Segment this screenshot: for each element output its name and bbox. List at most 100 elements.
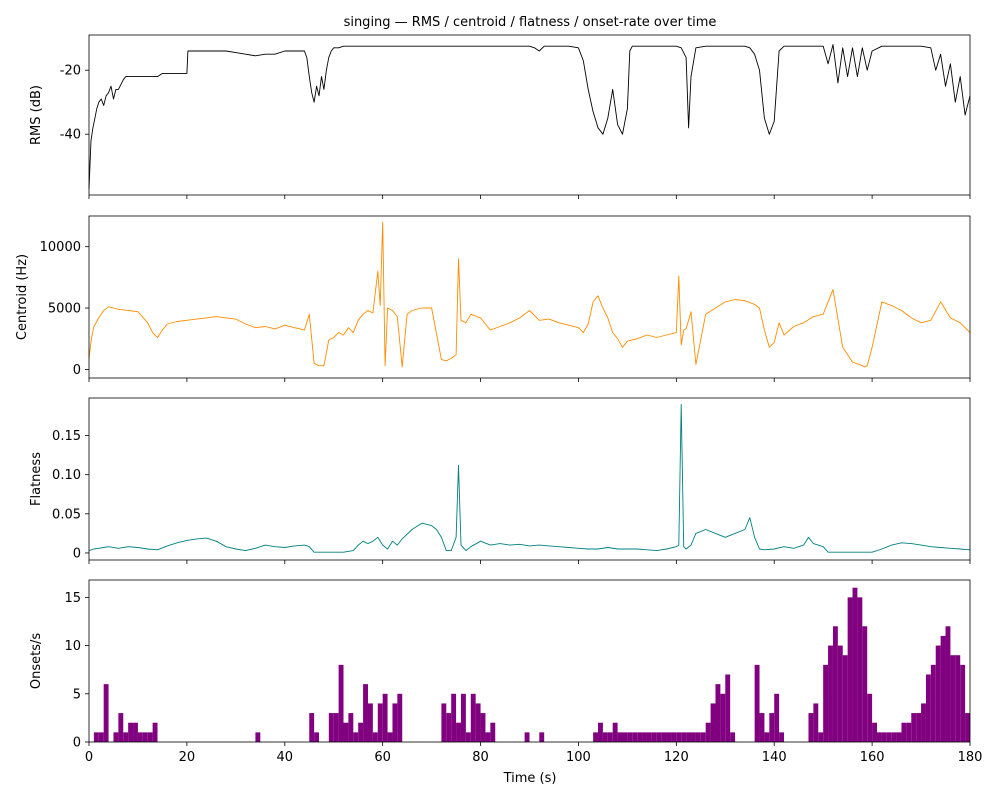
onset-bar xyxy=(857,597,863,742)
onset-bar xyxy=(133,722,138,742)
onset-bar xyxy=(950,655,956,742)
onset-bar xyxy=(333,713,339,742)
plot-frame xyxy=(88,579,971,743)
onset-bar xyxy=(881,732,887,742)
panel-flatness: 0 0.05 0.10 0.15 Flatness xyxy=(29,397,971,564)
y-tick-label: 0.15 xyxy=(52,429,81,444)
onset-bar xyxy=(921,703,926,742)
onset-bar xyxy=(456,722,461,742)
onset-bar xyxy=(314,732,320,742)
onset-bar xyxy=(593,732,599,742)
onset-bar xyxy=(113,732,119,742)
onset-bar xyxy=(460,693,466,742)
x-tick-label: 140 xyxy=(762,750,787,765)
onset-bar xyxy=(480,713,486,742)
onset-bar xyxy=(617,732,623,742)
y-tick-label: -20 xyxy=(60,64,81,79)
onset-bar xyxy=(152,722,158,742)
y-tick-label: 0 xyxy=(73,363,81,378)
onset-bar xyxy=(925,674,931,742)
centroid-y-axis-label: Centroid (Hz) xyxy=(15,254,30,340)
onset-bar xyxy=(832,626,838,742)
onset-bar xyxy=(705,722,711,742)
y-tick-label: 0.10 xyxy=(52,468,81,483)
y-tick-label: 0 xyxy=(73,546,81,561)
onset-bar xyxy=(123,732,129,742)
onset-bar xyxy=(720,693,726,742)
figure-title: singing — RMS / centroid / flatness / on… xyxy=(344,15,717,30)
onset-bar xyxy=(607,732,613,742)
onset-bar xyxy=(877,732,882,742)
onset-bar xyxy=(309,713,315,742)
onset-bar xyxy=(754,664,760,742)
onset-bar xyxy=(710,703,716,742)
onset-bar xyxy=(377,703,383,742)
y-tick-label: 15 xyxy=(64,591,81,606)
onset-bar xyxy=(118,713,124,742)
onset-bar xyxy=(896,732,902,742)
centroid-series-line xyxy=(88,221,971,368)
onset-bar xyxy=(348,713,354,742)
onset-bar xyxy=(945,626,951,742)
onset-bar xyxy=(343,722,349,742)
onset-bar xyxy=(676,732,682,742)
onset-bar xyxy=(965,713,970,742)
plot-frame xyxy=(88,397,971,561)
y-tick-label: 0.05 xyxy=(52,507,81,522)
onset-bar xyxy=(397,693,403,742)
onset-bar xyxy=(465,732,471,742)
onset-bar xyxy=(891,732,897,742)
onset-bar xyxy=(612,722,618,742)
onset-bar xyxy=(779,732,785,742)
onset-bar xyxy=(837,645,843,742)
panel-rms: -40 -20 RMS (dB) xyxy=(29,34,971,199)
onset-bar xyxy=(823,664,829,742)
onset-bar xyxy=(886,732,892,742)
onset-bar xyxy=(666,732,672,742)
onset-bar xyxy=(446,713,452,742)
onset-bar xyxy=(539,732,545,742)
onset-bar xyxy=(725,674,731,742)
onset-bar xyxy=(935,645,941,742)
y-tick-label: 10000 xyxy=(40,240,81,255)
onset-bar xyxy=(901,722,907,742)
onset-bar xyxy=(524,732,530,742)
onset-bar xyxy=(382,693,388,742)
onset-bar xyxy=(695,732,701,742)
x-tick-label: 120 xyxy=(664,750,689,765)
onset-bar xyxy=(441,703,447,742)
onset-bar xyxy=(642,732,647,742)
onset-bar xyxy=(338,664,344,742)
onset-bar xyxy=(930,664,936,742)
onset-bar xyxy=(622,732,628,742)
y-tick-label: -40 xyxy=(60,128,81,143)
onset-bar xyxy=(93,732,99,742)
onset-bar xyxy=(598,722,603,742)
onset-bar xyxy=(862,626,868,742)
rms-series-line xyxy=(88,44,971,189)
x-tick-label: 0 xyxy=(85,750,93,765)
onset-bar xyxy=(940,635,946,742)
x-tick-label: 100 xyxy=(566,750,591,765)
onset-bar xyxy=(637,732,643,742)
x-tick-label: 80 xyxy=(472,750,489,765)
onset-bar xyxy=(128,722,134,742)
plot-frame xyxy=(88,215,971,379)
onset-bar xyxy=(632,732,638,742)
onset-bar xyxy=(103,684,109,742)
onset-bar xyxy=(661,732,667,742)
onset-bar xyxy=(691,732,696,742)
plot-frame xyxy=(88,34,971,196)
onset-bar xyxy=(700,732,706,742)
onset-bar xyxy=(353,732,359,742)
onset-bar xyxy=(255,732,261,742)
onset-bar xyxy=(769,713,775,742)
flatness-y-axis-label: Flatness xyxy=(29,452,44,506)
onset-bar xyxy=(715,684,721,742)
onset-bar xyxy=(651,732,657,742)
onset-bar xyxy=(852,587,858,742)
onset-bar xyxy=(842,655,848,742)
y-tick-label: 0 xyxy=(73,736,81,751)
onset-bar xyxy=(671,732,677,742)
